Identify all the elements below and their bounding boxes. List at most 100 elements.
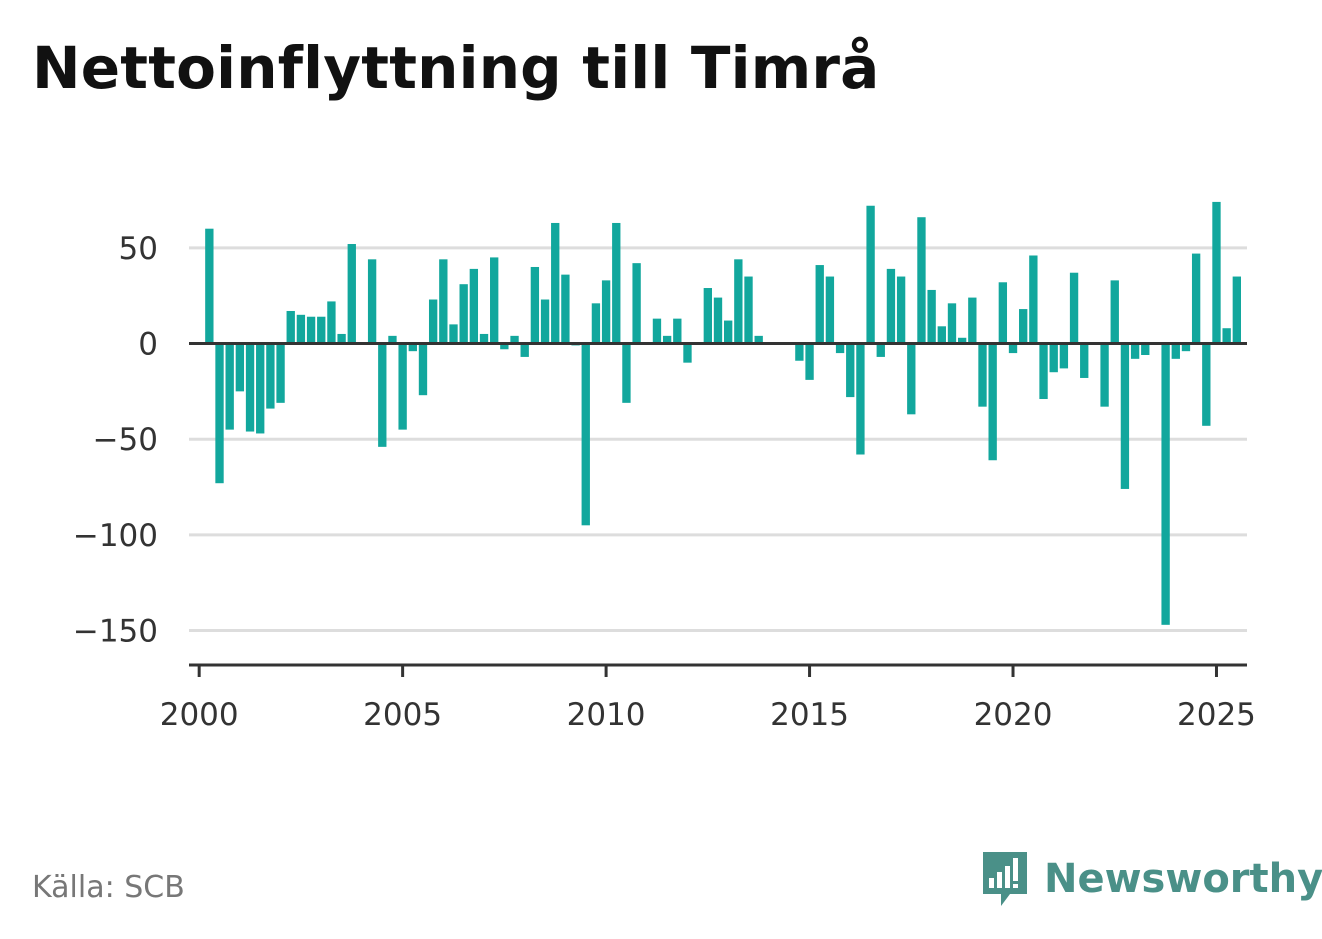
bar	[998, 282, 1008, 344]
bar	[876, 343, 885, 357]
bar	[927, 289, 936, 344]
y-axis-tick-labels: 50 0 −50 −100 −150	[73, 231, 158, 650]
bar	[1049, 343, 1058, 373]
bar	[337, 333, 346, 344]
bar	[551, 222, 560, 344]
bar	[957, 337, 967, 344]
bar	[398, 343, 407, 430]
bar	[1100, 343, 1109, 407]
bar	[479, 333, 489, 344]
bar	[1161, 343, 1170, 625]
bar	[856, 343, 865, 455]
bar	[835, 343, 845, 354]
bar	[388, 335, 397, 344]
bar	[428, 299, 438, 344]
x-tick-label: 2010	[567, 697, 646, 733]
bar	[306, 316, 316, 344]
bar	[581, 343, 590, 526]
bar	[734, 259, 743, 344]
bar	[235, 343, 245, 392]
bar	[825, 276, 835, 344]
bar	[408, 343, 417, 352]
bar	[988, 343, 997, 461]
bar-chart: 50 0 −50 −100 −150 2000 2005 2010 2015 2020 2025	[73, 201, 1256, 733]
bar	[846, 343, 855, 398]
bar	[459, 284, 468, 344]
bar	[266, 343, 275, 409]
bar	[1202, 343, 1211, 426]
bar	[1222, 328, 1231, 344]
y-tick-label: −150	[73, 614, 158, 650]
x-tick-label: 2000	[160, 697, 239, 733]
gridlines	[189, 246, 1247, 633]
y-tick-label: 50	[119, 231, 158, 267]
x-axis-ticks: 2000 2005 2010 2015 2020 2025	[160, 665, 1256, 733]
bar	[947, 303, 957, 344]
bar	[347, 244, 356, 344]
bar	[713, 297, 723, 344]
bar	[673, 318, 682, 344]
bar	[703, 288, 712, 344]
bar	[622, 343, 631, 403]
bar	[1141, 343, 1150, 355]
bar	[439, 259, 448, 344]
newsworthy-logo-icon	[983, 852, 1027, 906]
bar	[1029, 255, 1038, 344]
source-note: Källa: SCB	[32, 870, 185, 905]
bar	[540, 299, 550, 344]
bar	[968, 297, 977, 344]
bar	[1130, 343, 1140, 359]
bar	[907, 343, 916, 415]
bar	[530, 266, 540, 344]
bar	[601, 280, 611, 344]
bar	[805, 343, 814, 380]
bar	[1232, 276, 1241, 344]
bar	[937, 326, 946, 344]
brand-name: Newsworthy	[1044, 856, 1322, 902]
x-tick-label: 2020	[974, 697, 1053, 733]
x-tick-label: 2005	[363, 697, 442, 733]
bar	[1080, 343, 1089, 378]
bar	[724, 320, 733, 344]
bar	[1110, 280, 1119, 344]
x-tick-label: 2015	[770, 697, 849, 733]
bar	[276, 343, 285, 403]
bar	[256, 343, 265, 434]
bar	[1120, 343, 1130, 489]
x-tick-label: 2025	[1177, 697, 1256, 733]
bar	[245, 343, 255, 432]
bar	[286, 310, 295, 344]
bar	[469, 268, 479, 344]
bar	[612, 222, 621, 344]
bar	[367, 259, 377, 344]
bar	[632, 263, 641, 344]
bar	[1171, 343, 1180, 359]
bar	[1069, 272, 1079, 344]
bar	[652, 318, 662, 344]
bar	[1059, 343, 1069, 369]
bar	[683, 343, 692, 363]
bar	[754, 335, 763, 344]
bar	[1019, 309, 1028, 344]
bar	[886, 268, 896, 344]
chart-title: Nettoinflyttning till Timrå	[32, 34, 880, 102]
bar	[510, 335, 519, 344]
y-tick-label: −50	[93, 422, 158, 458]
bar	[662, 335, 672, 344]
bar	[815, 265, 824, 344]
bar	[744, 276, 753, 344]
bar	[296, 314, 306, 344]
bar	[449, 324, 458, 344]
bar	[1212, 201, 1221, 344]
bar	[1008, 343, 1018, 354]
bar	[317, 316, 326, 344]
brand-logo[interactable]: Newsworthy	[980, 850, 1322, 908]
bar	[917, 217, 926, 344]
bar	[1039, 343, 1048, 400]
bar	[795, 343, 804, 361]
bar	[866, 205, 875, 344]
bar	[378, 343, 387, 447]
bar	[978, 343, 987, 407]
bar	[591, 303, 601, 344]
bar	[418, 343, 428, 396]
